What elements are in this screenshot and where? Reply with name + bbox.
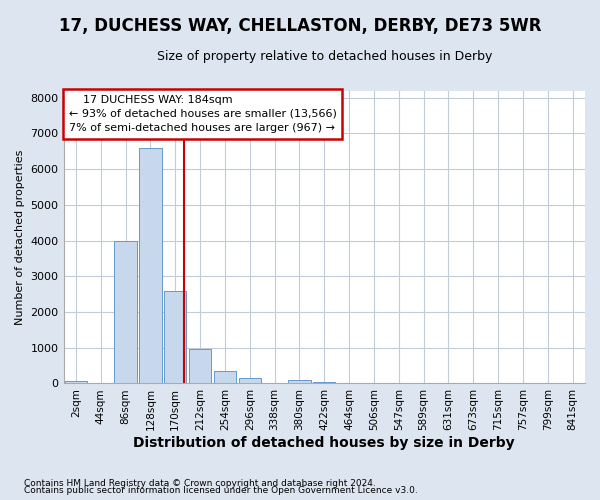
Text: 17 DUCHESS WAY: 184sqm    
← 93% of detached houses are smaller (13,566)
7% of s: 17 DUCHESS WAY: 184sqm ← 93% of detached… [69,95,337,133]
Bar [313,382,335,384]
Title: Size of property relative to detached houses in Derby: Size of property relative to detached ho… [157,50,492,63]
Bar [189,349,211,384]
Bar [239,378,261,384]
Bar [288,380,311,384]
Y-axis label: Number of detached properties: Number of detached properties [15,150,25,324]
Bar [164,290,187,384]
Bar [65,382,87,384]
Bar [214,372,236,384]
Bar [139,148,161,384]
Bar [115,242,137,384]
Text: 17, DUCHESS WAY, CHELLASTON, DERBY, DE73 5WR: 17, DUCHESS WAY, CHELLASTON, DERBY, DE73… [59,18,541,36]
Text: Contains public sector information licensed under the Open Government Licence v3: Contains public sector information licen… [24,486,418,495]
X-axis label: Distribution of detached houses by size in Derby: Distribution of detached houses by size … [133,436,515,450]
Text: Contains HM Land Registry data © Crown copyright and database right 2024.: Contains HM Land Registry data © Crown c… [24,478,376,488]
